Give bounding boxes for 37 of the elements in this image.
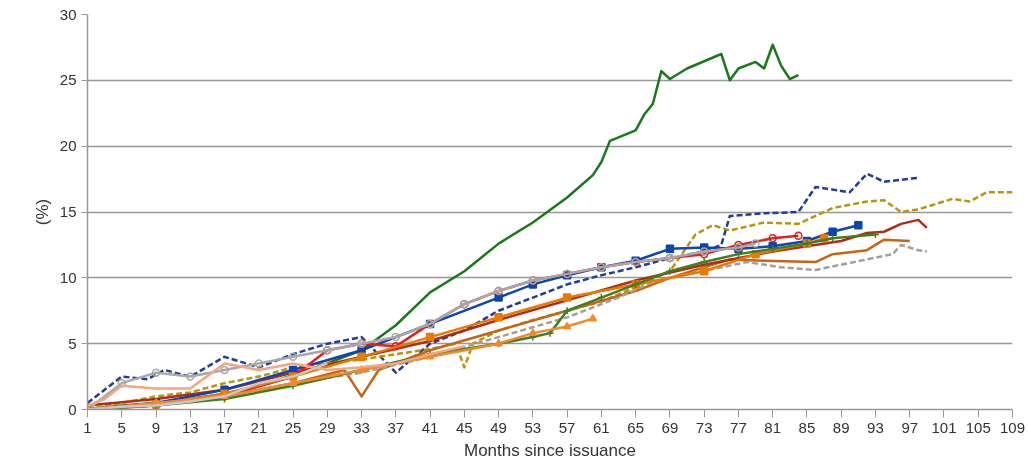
x-tick-label: 69 bbox=[661, 418, 679, 436]
x-tick-label: 81 bbox=[764, 418, 782, 436]
x-tick-label: 61 bbox=[593, 418, 610, 436]
x-tick-label: 9 bbox=[151, 418, 161, 436]
y-tick-label: 30 bbox=[59, 5, 77, 23]
x-tick-label: 101 bbox=[931, 418, 957, 436]
x-tick-label: 65 bbox=[627, 418, 644, 436]
x-tick-label: 97 bbox=[901, 418, 919, 436]
y-tick-label: 25 bbox=[59, 71, 77, 89]
x-tick-label: 57 bbox=[558, 418, 576, 436]
x-tick-label: 25 bbox=[284, 418, 302, 436]
y-axis-title: (%) bbox=[32, 198, 52, 226]
x-tick-label: 29 bbox=[318, 418, 336, 436]
x-tick-label: 73 bbox=[695, 418, 713, 436]
y-tick-label: 0 bbox=[68, 400, 77, 418]
x-tick-label: 93 bbox=[867, 418, 884, 436]
x-tick-label: 5 bbox=[117, 418, 126, 436]
x-tick-label: 77 bbox=[730, 418, 747, 436]
x-tick-label: 13 bbox=[181, 418, 199, 436]
x-tick-label: 85 bbox=[798, 418, 816, 436]
y-tick-label: 20 bbox=[59, 137, 77, 155]
x-tick-label: 37 bbox=[387, 418, 405, 436]
y-tick-label: 15 bbox=[59, 203, 77, 220]
y-tick-label: 10 bbox=[59, 268, 77, 286]
x-tick-label: 89 bbox=[832, 418, 850, 436]
x-tick-label: 109 bbox=[999, 418, 1026, 436]
x-tick-label: 49 bbox=[490, 418, 507, 436]
x-tick-label: 53 bbox=[524, 418, 542, 436]
x-tick-label: 105 bbox=[965, 418, 991, 436]
x-tick-label: 45 bbox=[456, 418, 473, 436]
x-axis-title: Months since issuance bbox=[464, 440, 636, 460]
y-tick-label: 5 bbox=[68, 334, 77, 352]
x-tick-label: 41 bbox=[421, 418, 439, 436]
x-tick-label: 1 bbox=[83, 418, 92, 436]
x-tick-label: 17 bbox=[216, 418, 233, 436]
x-tick-label: 21 bbox=[250, 418, 268, 436]
x-tick-label: 33 bbox=[353, 418, 370, 436]
